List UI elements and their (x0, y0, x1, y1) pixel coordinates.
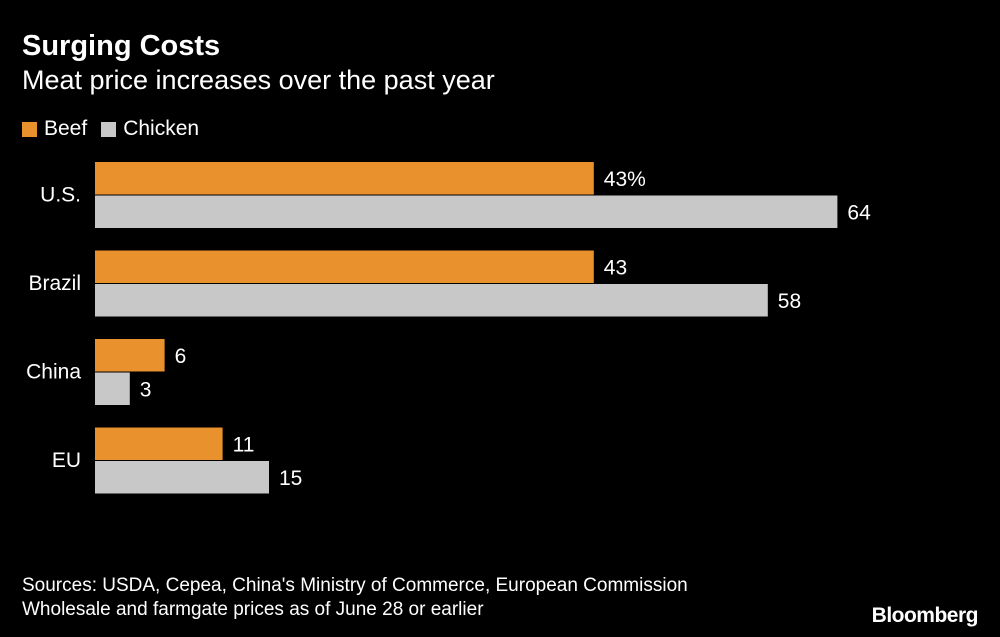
bar-beef-brazil (95, 250, 594, 283)
data-label-beef-china: 6 (175, 345, 187, 368)
bar-beef-china (95, 339, 165, 372)
bloomberg-logo: Bloomberg (871, 604, 979, 627)
bar-chicken-eu (95, 461, 269, 494)
sources-note: Sources: USDA, Cepea, China's Ministry o… (22, 575, 688, 596)
bar-beef-us (95, 162, 594, 195)
legend-item-beef: Beef (22, 117, 87, 141)
bar-chicken-us (95, 195, 838, 228)
category-label-us: U.S. (40, 184, 81, 207)
data-label-chicken-brazil: 58 (778, 290, 801, 313)
prices-note: Wholesale and farmgate prices as of June… (22, 599, 484, 620)
data-label-chicken-eu: 15 (279, 467, 302, 490)
legend-item-chicken: Chicken (101, 117, 199, 141)
category-label-eu: EU (52, 449, 81, 472)
legend-label-chicken: Chicken (123, 117, 200, 140)
data-label-chicken-china: 3 (140, 378, 152, 401)
category-label-brazil: Brazil (28, 272, 81, 295)
data-label-beef-eu: 11 (233, 433, 255, 456)
legend-swatch-beef (22, 121, 37, 137)
bar-chicken-china (95, 372, 130, 405)
data-label-beef-brazil: 43 (604, 256, 627, 279)
legend-swatch-chicken (101, 121, 117, 137)
bar-chart: U.S. 43% 64 Brazil 43 58 China 63 EU 11 15 (26, 162, 871, 494)
chart-title: Surging Costs (22, 30, 221, 62)
legend: Beef Chicken (22, 117, 213, 141)
data-label-beef-us: 43% (604, 168, 646, 191)
chart-subtitle: Meat price increases over the past year (22, 65, 495, 95)
bar-chicken-brazil (95, 284, 768, 317)
chart-footer: Sources: USDA, Cepea, China's Ministry o… (22, 574, 688, 622)
bar-beef-eu (95, 427, 223, 460)
legend-label-beef: Beef (44, 117, 88, 140)
category-label-china: China (26, 361, 81, 384)
data-label-chicken-us: 64 (847, 201, 871, 224)
